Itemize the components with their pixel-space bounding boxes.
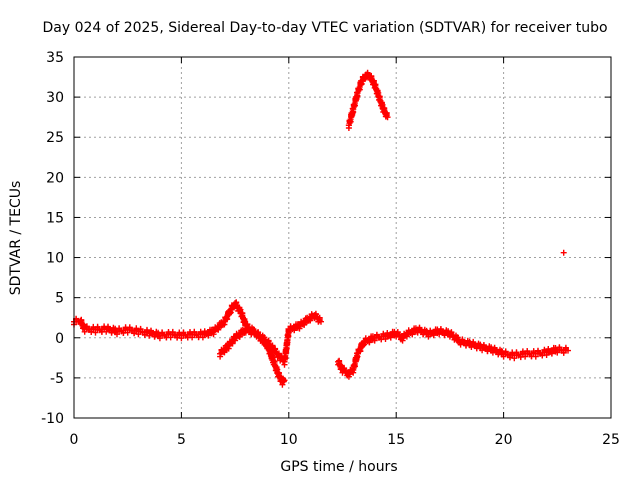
- data-point: [370, 77, 377, 84]
- chart-title: Day 024 of 2025, Sidereal Day-to-day VTE…: [42, 20, 607, 36]
- data-point: [263, 338, 269, 345]
- y-tick-label: 5: [55, 291, 64, 307]
- data-point: [227, 309, 234, 316]
- data-point: [361, 341, 367, 348]
- data-point: [285, 329, 292, 336]
- data-point: [236, 333, 243, 340]
- data-points: [71, 69, 571, 388]
- y-tick-label: 15: [46, 210, 64, 226]
- data-point: [114, 331, 120, 338]
- data-point: [358, 80, 365, 87]
- data-point: [372, 82, 379, 89]
- data-point: [425, 333, 432, 340]
- data-point: [275, 370, 282, 377]
- data-point: [254, 330, 261, 337]
- data-point: [543, 352, 550, 358]
- y-tick-label: 25: [46, 130, 64, 146]
- x-tick-label: 5: [177, 432, 186, 448]
- x-tick-label: 10: [280, 432, 298, 448]
- x-tick-label: 15: [387, 432, 405, 448]
- data-point: [296, 325, 303, 332]
- data-point: [345, 373, 352, 380]
- y-axis-title: SDTVAR / TECUs: [8, 181, 24, 296]
- data-point: [383, 109, 390, 116]
- data-point: [354, 353, 361, 360]
- data-point: [225, 345, 232, 352]
- x-axis-title: GPS time / hours: [280, 459, 397, 475]
- data-point: [560, 249, 567, 256]
- data-point: [221, 321, 228, 328]
- data-point: [316, 314, 323, 321]
- y-tick-label: 0: [55, 331, 64, 347]
- data-point: [511, 355, 518, 362]
- data-point: [318, 318, 324, 325]
- axis-ticks: 0 5 10 15 20 25 -10 -5 0 5 10 15 20 25 30 35: [41, 50, 620, 448]
- grid-lines: [74, 57, 611, 418]
- data-point: [368, 73, 375, 80]
- y-tick-label: 10: [46, 251, 64, 267]
- data-point: [224, 315, 231, 322]
- data-point: [199, 334, 206, 341]
- data-point: [232, 337, 239, 344]
- data-point: [265, 342, 271, 349]
- y-tick-label: 30: [46, 90, 64, 106]
- x-tick-label: 20: [495, 432, 513, 448]
- data-point: [336, 358, 343, 365]
- data-point: [301, 321, 308, 328]
- plot-frame: [73, 56, 612, 419]
- x-tick-label: 25: [602, 432, 620, 448]
- data-point: [399, 337, 406, 344]
- data-point: [210, 331, 217, 338]
- data-point: [381, 105, 388, 112]
- data-point: [307, 317, 314, 324]
- data-point: [221, 349, 228, 356]
- y-tick-label: -5: [50, 371, 64, 387]
- x-tick-label: 0: [70, 432, 79, 448]
- data-point: [357, 348, 364, 354]
- y-tick-label: -10: [41, 411, 64, 427]
- data-point: [217, 353, 224, 360]
- data-point: [354, 92, 361, 99]
- y-tick-label: 35: [46, 50, 64, 66]
- data-point: [215, 326, 222, 333]
- data-point: [233, 300, 240, 307]
- data-point: [382, 336, 389, 342]
- data-point: [565, 347, 571, 354]
- data-point: [384, 114, 391, 121]
- data-point: [403, 333, 410, 340]
- data-point: [281, 377, 288, 384]
- data-point: [371, 337, 378, 344]
- data-point: [78, 317, 85, 324]
- data-point: [532, 353, 539, 360]
- y-tick-label: 20: [46, 170, 64, 186]
